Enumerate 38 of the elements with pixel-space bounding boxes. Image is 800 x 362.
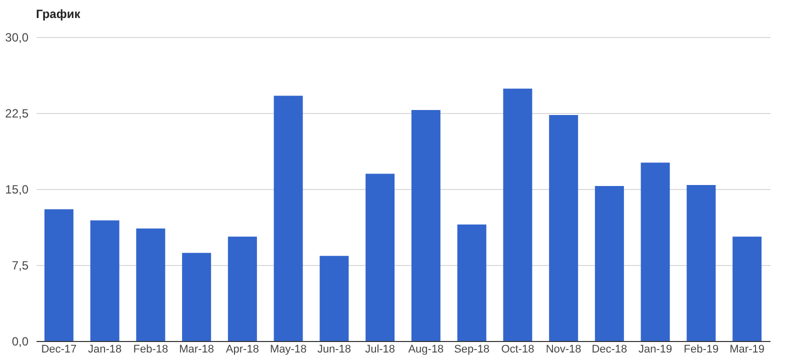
y-tick-label: 0,0 xyxy=(12,334,29,348)
bar xyxy=(90,220,120,341)
bar xyxy=(503,88,532,341)
bar xyxy=(320,256,349,341)
x-tick-label: Feb-18 xyxy=(133,344,168,356)
bar xyxy=(274,96,303,341)
bar xyxy=(136,228,166,341)
x-tick-label: Sep-18 xyxy=(454,344,490,356)
x-tick-label: Dec-17 xyxy=(41,344,77,356)
bar xyxy=(640,162,670,341)
chart-title: График xyxy=(36,7,82,21)
x-tick-label: Feb-19 xyxy=(684,344,719,356)
x-tick-label: Jan-18 xyxy=(88,344,122,356)
x-tick-label: Jan-19 xyxy=(638,344,672,356)
bar xyxy=(686,184,716,341)
bar xyxy=(228,236,257,341)
bar xyxy=(44,209,74,341)
x-tick-label: Mar-19 xyxy=(730,344,764,356)
y-tick-label: 30,0 xyxy=(5,30,29,44)
x-tick-label: Jul-18 xyxy=(365,344,396,356)
bar xyxy=(549,115,578,341)
bar xyxy=(594,186,624,341)
x-tick-label: Mar-18 xyxy=(179,344,214,356)
x-tick-label: Nov-18 xyxy=(546,344,582,356)
bar xyxy=(732,236,762,341)
y-tick-label: 15,0 xyxy=(5,182,29,196)
x-tick-label: Aug-18 xyxy=(408,344,444,356)
x-tick-label: Apr-18 xyxy=(226,344,259,356)
bar xyxy=(411,110,440,341)
y-tick-label: 7,5 xyxy=(12,258,29,272)
x-tick-label: Dec-18 xyxy=(592,344,628,356)
bar xyxy=(366,174,395,341)
bar xyxy=(182,252,212,341)
y-tick-label: 22,5 xyxy=(5,106,29,120)
x-tick-label: Oct-18 xyxy=(501,344,534,356)
x-tick-label: May-18 xyxy=(270,344,307,356)
bar xyxy=(457,224,486,341)
x-tick-label: Jun-18 xyxy=(317,344,352,356)
